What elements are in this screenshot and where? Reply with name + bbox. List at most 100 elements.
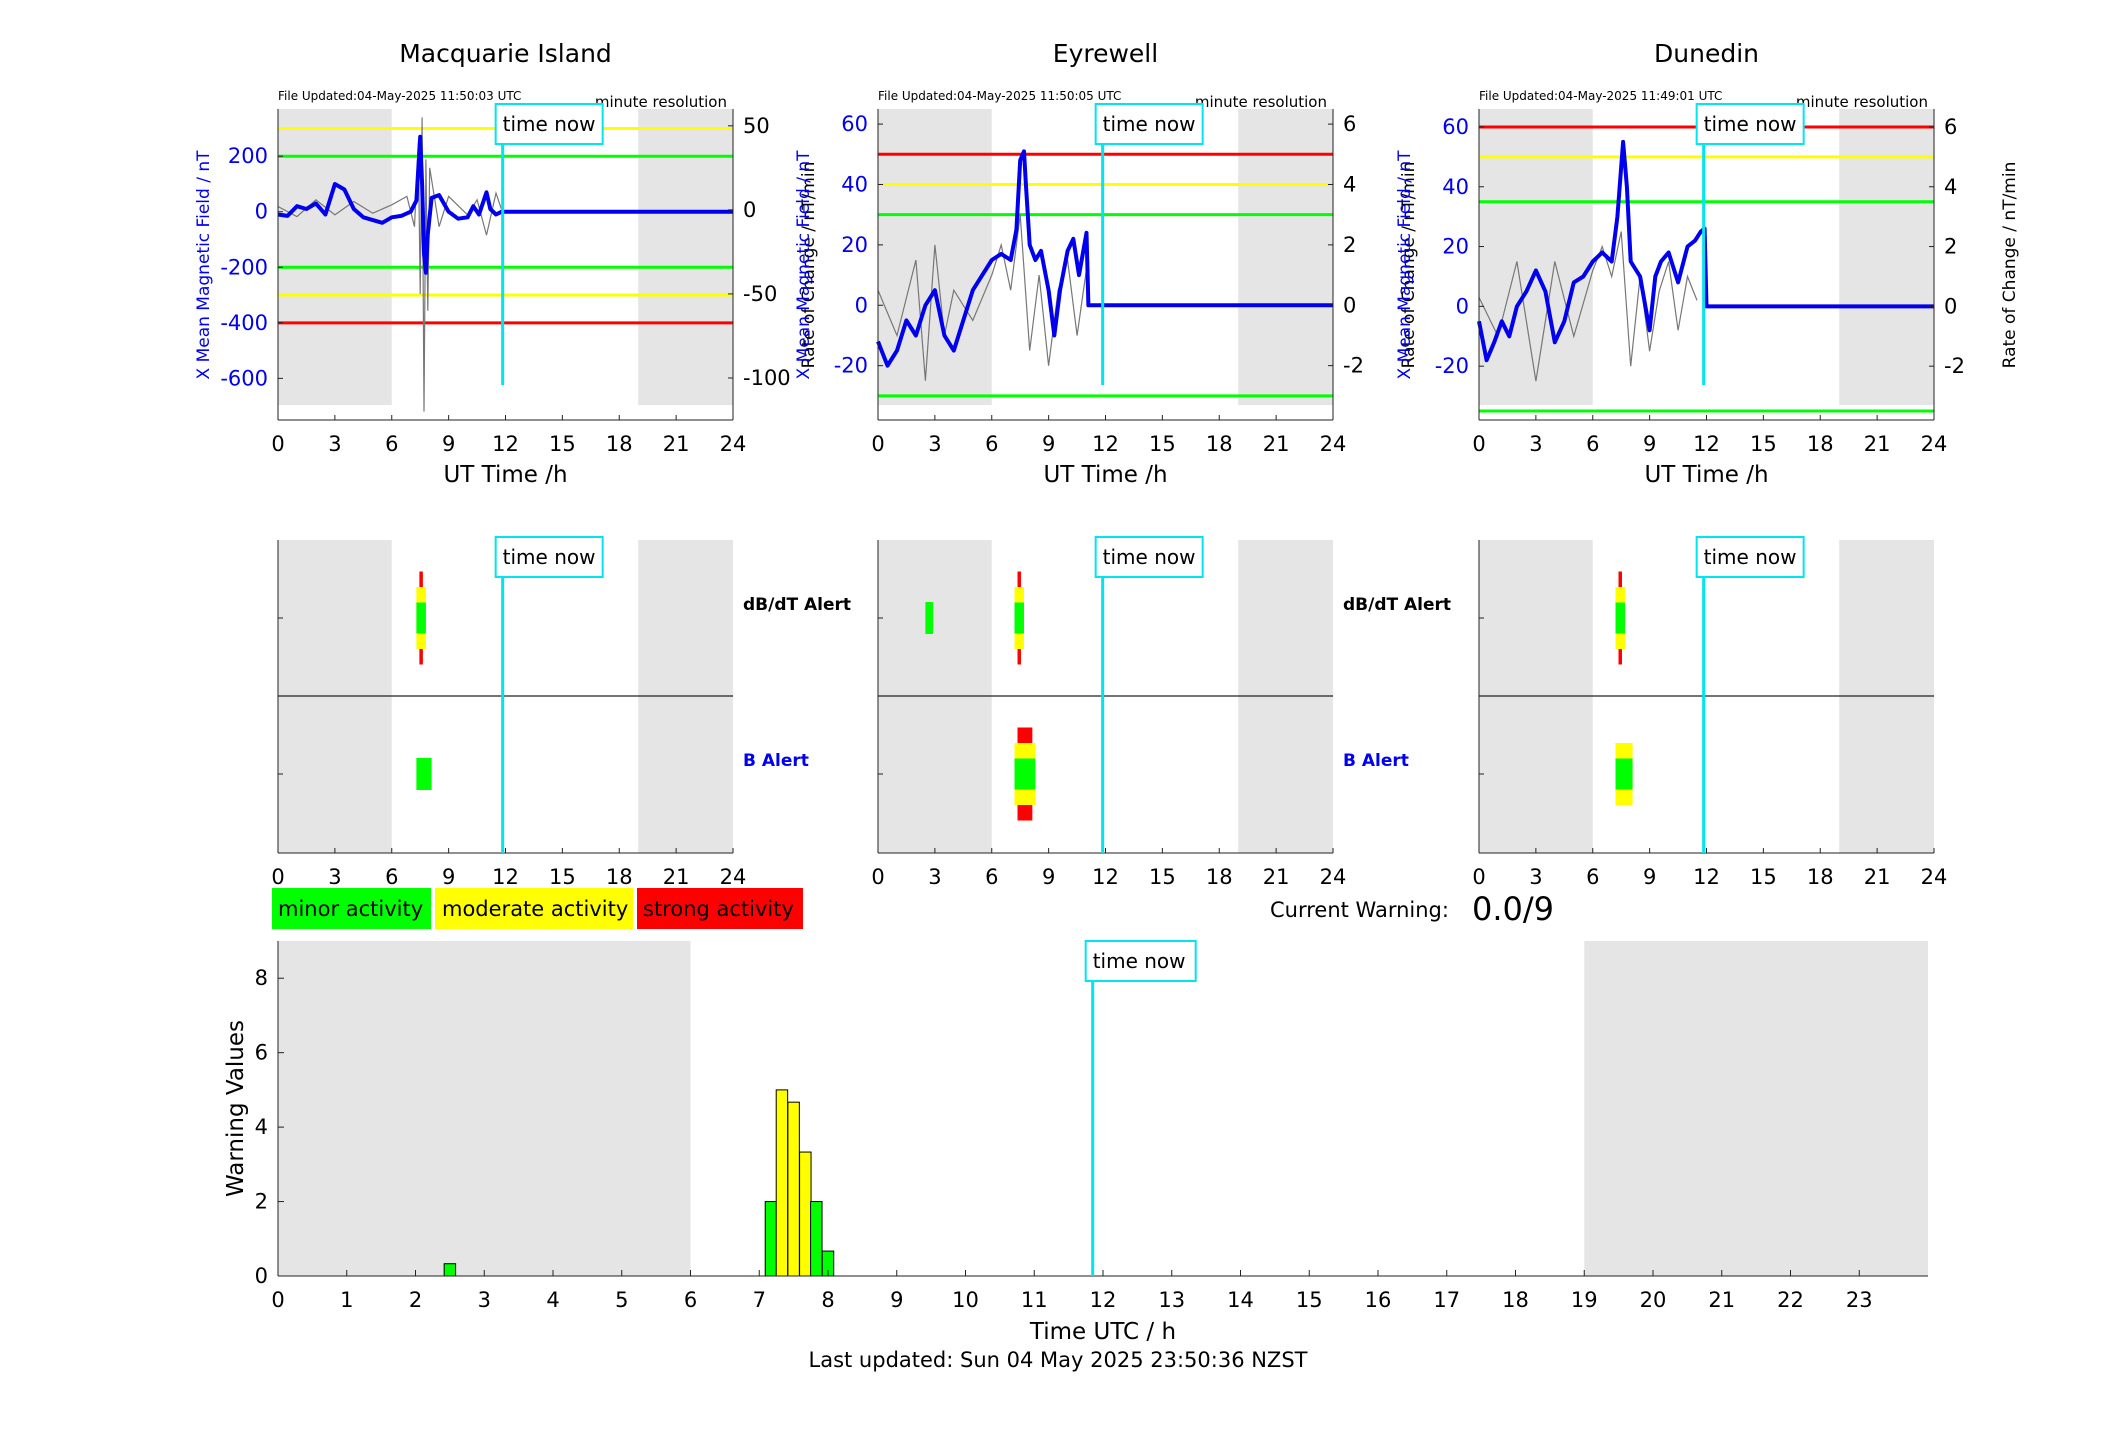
alert-panel-0: time now 0 3 6 9 12 15 18 21 24 dB/dT Alert B Alert xyxy=(271,536,851,889)
y2-tick-label: 0 xyxy=(1343,293,1356,317)
x-tick-label: 3 xyxy=(928,432,941,456)
x-axis-label: UT Time /h xyxy=(443,462,567,488)
y-tick-label: -200 xyxy=(220,255,268,279)
x-tick-label: 9 xyxy=(442,432,455,456)
dbdt-alert-bar xyxy=(1014,602,1024,634)
x-tick-label: 21 xyxy=(1263,865,1290,889)
x-tick-label: 18 xyxy=(1502,1288,1529,1312)
x-tick-label: 9 xyxy=(1042,432,1055,456)
x-tick-label: 2 xyxy=(409,1288,422,1312)
x-tick-label: 18 xyxy=(1206,432,1233,456)
x-tick-label: 21 xyxy=(1864,432,1891,456)
x-tick-label: 9 xyxy=(442,865,455,889)
x-tick-label: 21 xyxy=(1263,432,1290,456)
time-now-label: time now xyxy=(503,112,596,136)
rate-of-change-series xyxy=(1478,231,1698,382)
dbdt-alert-label: dB/dT Alert xyxy=(743,595,851,615)
x-tick-label: 6 xyxy=(1586,865,1599,889)
x-tick-label: 0 xyxy=(1472,865,1485,889)
b-alert-bar xyxy=(1014,758,1036,790)
x-tick-label: 9 xyxy=(1042,865,1055,889)
x-tick-label: 10 xyxy=(952,1288,979,1312)
x-tick-label: 12 xyxy=(1090,1288,1117,1312)
x-tick-label: 23 xyxy=(1846,1288,1873,1312)
y2-tick-label: 4 xyxy=(1944,175,1957,199)
x-tick-label: 1 xyxy=(340,1288,353,1312)
b-alert-label: B Alert xyxy=(743,751,809,771)
time-now-box xyxy=(1084,940,1197,982)
b-alert-bar xyxy=(1615,758,1633,790)
y2-axis-label: Rate of Change / nT/min xyxy=(2000,162,2020,369)
x-tick-label: 18 xyxy=(606,865,633,889)
file-updated-text: File Updated:04-May-2025 11:50:03 UTC xyxy=(278,89,521,103)
y2-tick-label: 0 xyxy=(743,198,756,222)
alert-panel-1: time now 0 3 6 9 12 15 18 21 24 dB/dT Alert B Alert xyxy=(871,536,1451,889)
x-tick-label: 22 xyxy=(1777,1288,1804,1312)
station-title: Macquarie Island xyxy=(399,39,612,68)
x-tick-label: 15 xyxy=(549,432,576,456)
x-tick-label: 0 xyxy=(1472,432,1485,456)
y2-tick-label: 2 xyxy=(1944,235,1957,259)
warning-bar xyxy=(764,1201,778,1277)
time-now-box xyxy=(494,103,604,145)
x-tick-label: 13 xyxy=(1158,1288,1185,1312)
x-tick-label: 12 xyxy=(1092,865,1119,889)
station-title: Eyrewell xyxy=(1053,39,1158,68)
time-now-box xyxy=(494,536,604,578)
x-tick-label: 24 xyxy=(720,432,747,456)
x-tick-label: 12 xyxy=(492,865,519,889)
x-tick-label: 8 xyxy=(821,1288,834,1312)
x-tick-label: 3 xyxy=(328,865,341,889)
time-now-label: time now xyxy=(1103,112,1196,136)
y-tick-label: -20 xyxy=(834,354,868,378)
time-now-box xyxy=(1695,536,1805,578)
dbdt-alert-bar xyxy=(416,602,426,634)
x-tick-label: 21 xyxy=(1708,1288,1735,1312)
y2-tick-label: -100 xyxy=(743,366,791,390)
x-tick-label: 5 xyxy=(615,1288,628,1312)
night-shading xyxy=(1238,109,1333,405)
y-tick-label: -600 xyxy=(220,366,268,390)
warning-bar xyxy=(810,1201,823,1277)
x-tick-label: 6 xyxy=(385,865,398,889)
night-shading xyxy=(1479,109,1593,405)
file-updated-text: File Updated:04-May-2025 11:50:05 UTC xyxy=(878,89,1121,103)
x-tick-label: 3 xyxy=(328,432,341,456)
station-panel-0: Macquarie Island File Updated:04-May-2025… xyxy=(194,39,819,488)
y2-axis-label: Rate of Change / nT/min xyxy=(799,162,819,369)
y-tick-label: 60 xyxy=(841,112,868,136)
legend-minor-swatch xyxy=(272,888,431,929)
x-tick-label: 19 xyxy=(1571,1288,1598,1312)
time-now-box xyxy=(1094,103,1204,145)
y-tick-label: 20 xyxy=(1442,235,1469,259)
x-tick-label: 6 xyxy=(385,432,398,456)
station-panel-1: Eyrewell File Updated:04-May-2025 11:50:0… xyxy=(794,39,1419,488)
x-tick-label: 15 xyxy=(1750,865,1777,889)
x-tick-label: 3 xyxy=(928,865,941,889)
y2-tick-label: -50 xyxy=(743,282,777,306)
time-now-label: time now xyxy=(1704,112,1797,136)
x-tick-label: 17 xyxy=(1433,1288,1460,1312)
x-tick-label: 6 xyxy=(985,865,998,889)
legend-moderate-label: moderate activity xyxy=(442,897,628,921)
x-tick-label: 24 xyxy=(1921,432,1948,456)
field-series xyxy=(876,149,1333,368)
x-tick-label: 9 xyxy=(890,1288,903,1312)
y-tick-label: 40 xyxy=(1442,175,1469,199)
x-tick-label: 4 xyxy=(546,1288,559,1312)
y-axis-label: X Mean Magnetic Field / nT xyxy=(1395,150,1415,380)
y-tick-label: 40 xyxy=(841,172,868,196)
x-tick-label: 24 xyxy=(720,865,747,889)
night-shading xyxy=(278,941,691,1276)
night-shading xyxy=(278,109,392,405)
y2-axis-label: Rate of Change / nT/min xyxy=(1399,162,1419,369)
legend-moderate-swatch xyxy=(435,888,633,929)
resolution-text: minute resolution xyxy=(1195,93,1327,111)
x-tick-label: 24 xyxy=(1320,432,1347,456)
x-axis-label: UT Time /h xyxy=(1644,462,1768,488)
x-tick-label: 21 xyxy=(1864,865,1891,889)
activity-legend: minor activity moderate activity strong … xyxy=(272,888,803,929)
warning-bar xyxy=(775,1089,789,1277)
